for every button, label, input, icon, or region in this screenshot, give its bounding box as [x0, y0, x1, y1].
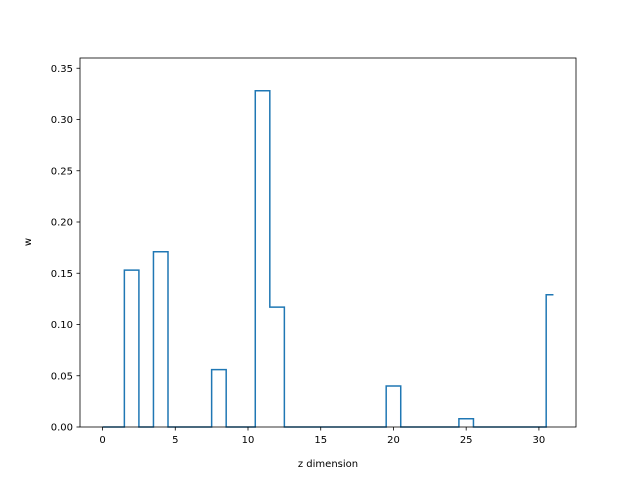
y-tick-label: 0.00 — [51, 423, 73, 434]
y-tick-label: 0.30 — [51, 115, 73, 126]
y-axis: 0.00 0.05 0.10 0.15 0.20 0.25 0.30 0.35 — [51, 64, 80, 434]
y-tick-label: 0.35 — [51, 64, 73, 75]
y-tick-label: 0.05 — [51, 371, 73, 382]
y-tick-label: 0.20 — [51, 218, 73, 229]
y-axis-label: w — [23, 238, 34, 246]
y-tick-label: 0.15 — [51, 269, 73, 280]
x-tick-label: 20 — [387, 435, 400, 446]
y-tick-label: 0.25 — [51, 166, 73, 177]
x-tick-label: 15 — [314, 435, 327, 446]
plot-area — [79, 57, 577, 428]
x-tick-label: 10 — [242, 435, 255, 446]
x-tick-label: 25 — [460, 435, 473, 446]
x-axis-label: z dimension — [298, 459, 358, 470]
x-axis: 0 5 10 15 20 25 30 — [99, 427, 545, 446]
plot-frame — [79, 57, 577, 428]
x-tick-label: 30 — [533, 435, 546, 446]
y-tick-label: 0.10 — [51, 320, 73, 331]
x-tick-label: 0 — [99, 435, 105, 446]
x-tick-label: 5 — [172, 435, 178, 446]
